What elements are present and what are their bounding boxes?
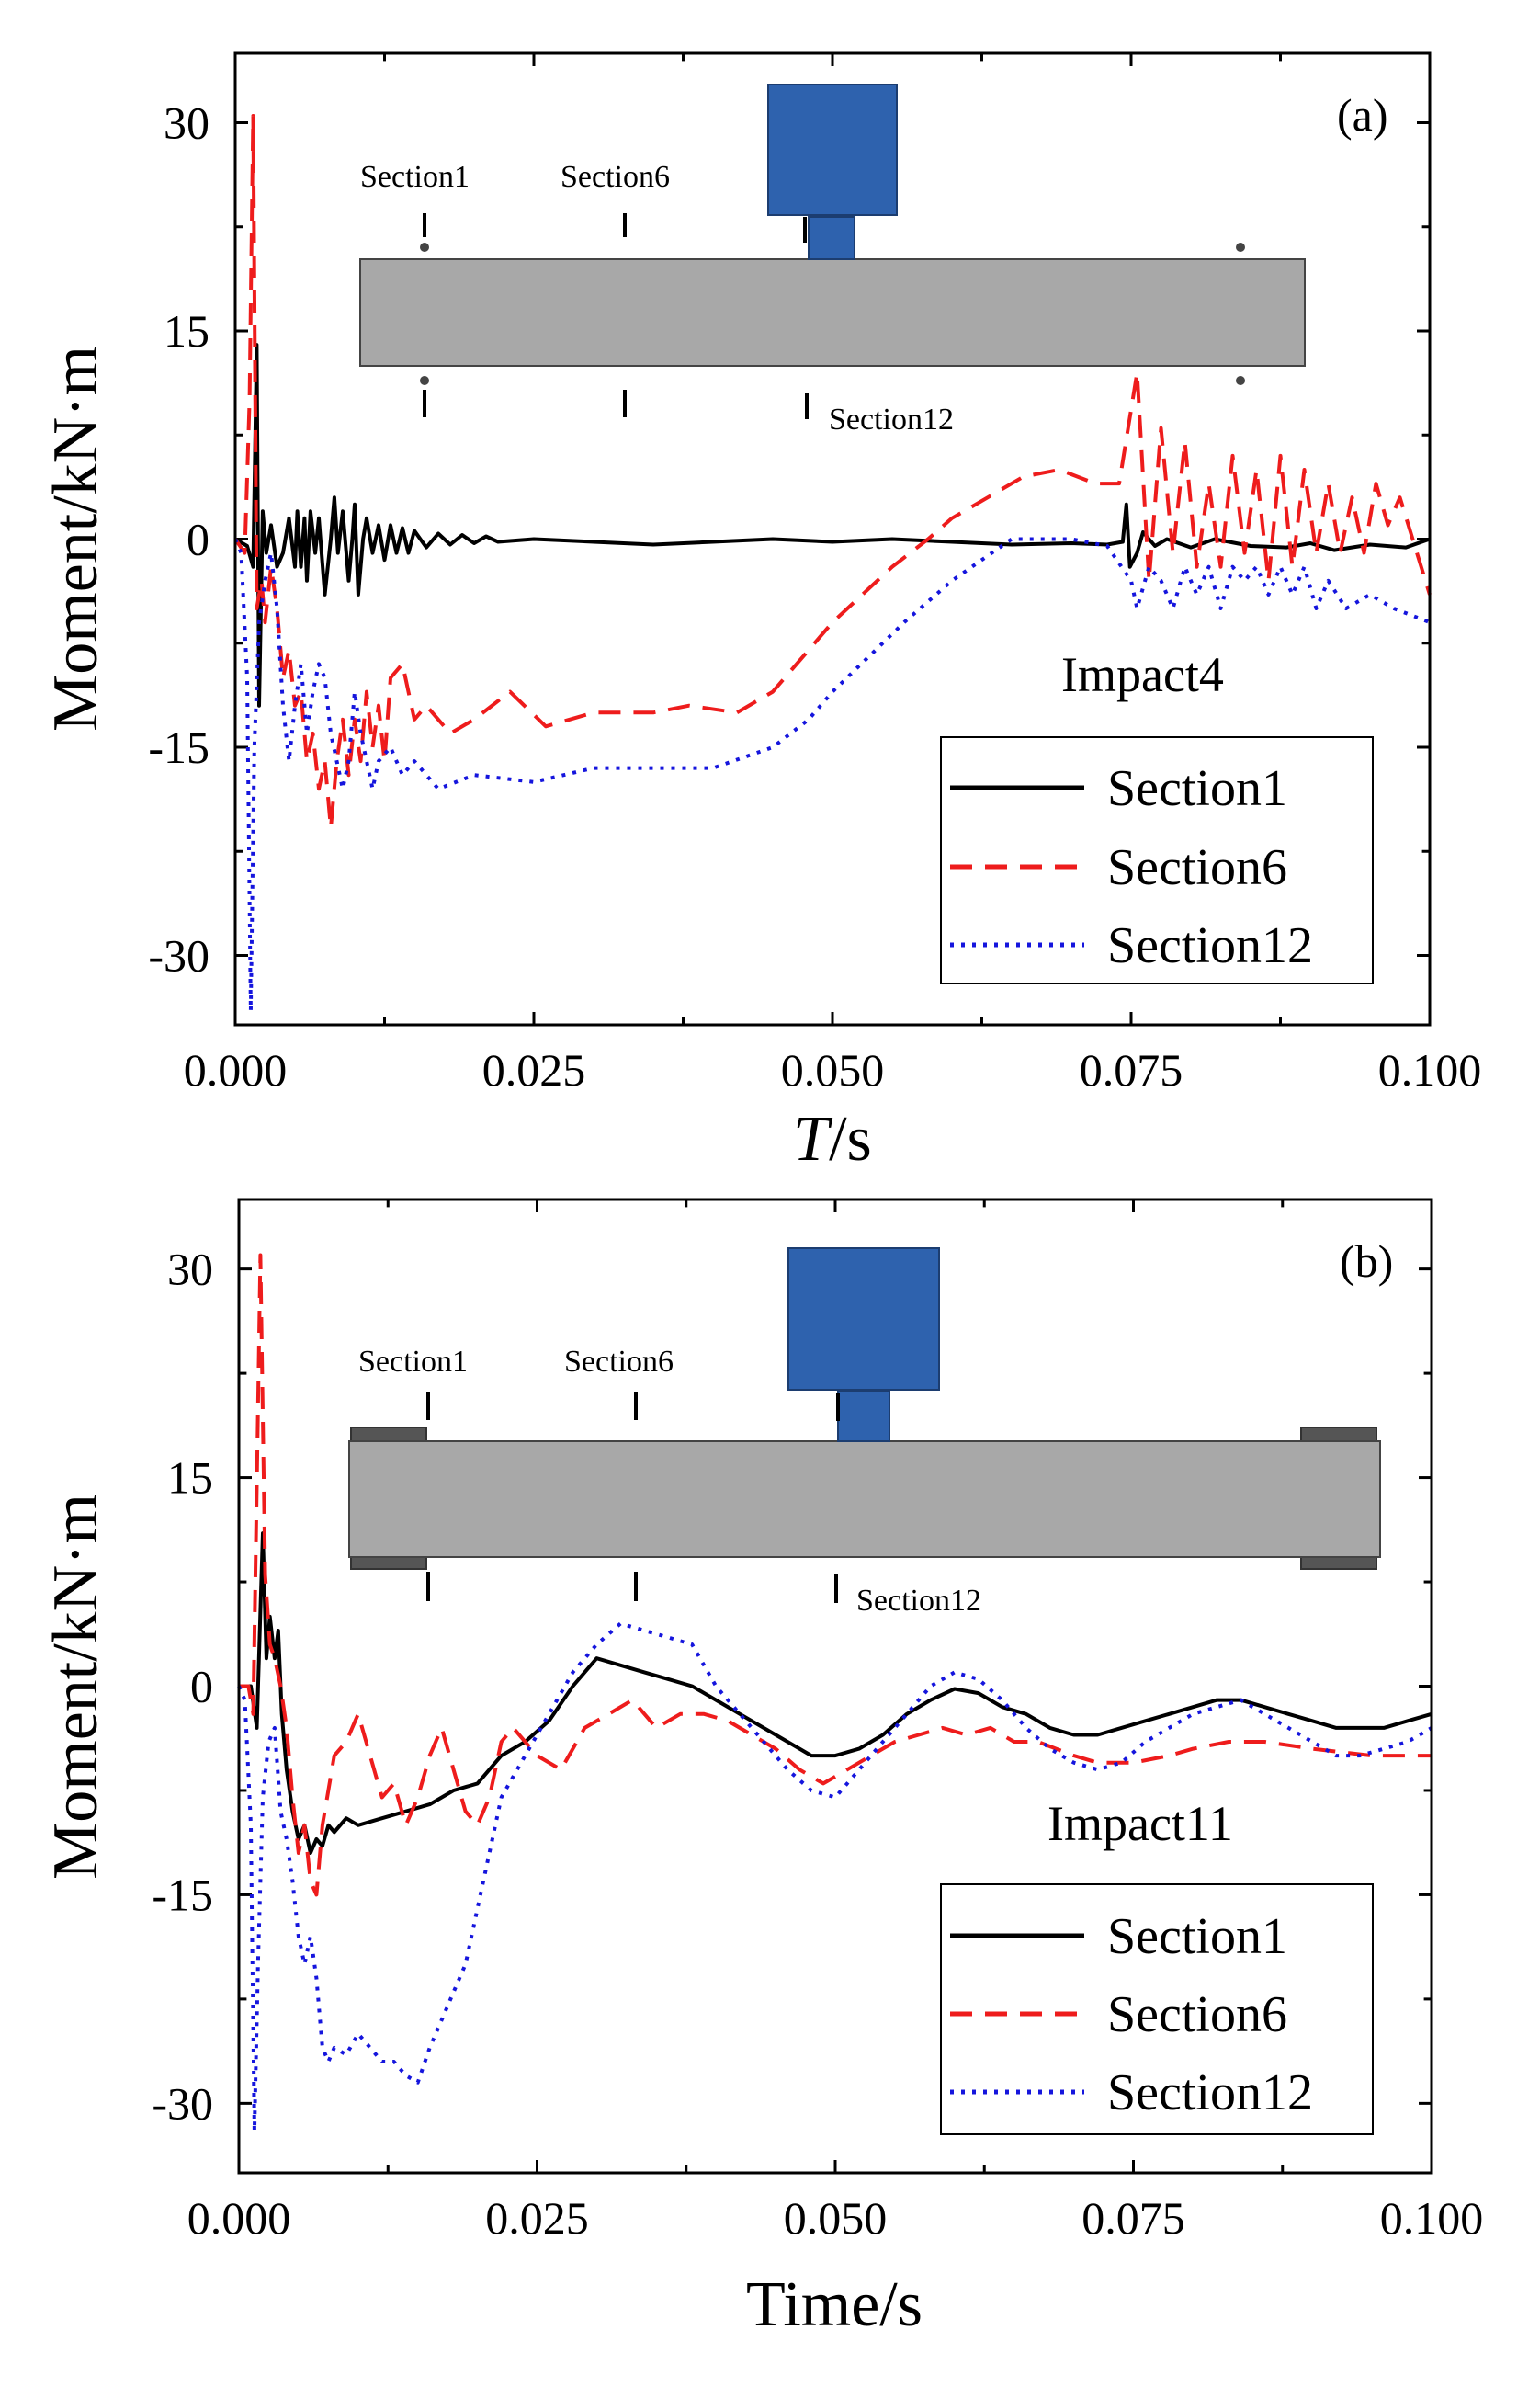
pin-a2 (1236, 243, 1245, 252)
y-axis-title-b: Moment/kN·m (40, 1494, 111, 1880)
annotation-b: Impact11 (1047, 1796, 1233, 1851)
y-tick-label-a: 30 (164, 97, 209, 149)
x-tick-label-a: 0.100 (1378, 1044, 1482, 1096)
impactor-a (767, 84, 898, 216)
series-b (237, 1253, 1433, 2133)
tick-labels-b: 0.000 0.025 0.050 0.075 0.100 30 15 0 -15 -30 (152, 1244, 1483, 2244)
y-tick-label-b: 0 (190, 1661, 213, 1712)
series-line-section6-a (233, 114, 1432, 830)
y-tick-label-a: -15 (148, 722, 209, 773)
x-tick-label-a: 0.050 (781, 1044, 885, 1096)
plot-frame-b (237, 1198, 1433, 2175)
x-axis-title-unit-a: /s (829, 1104, 872, 1175)
pin-a1 (420, 243, 429, 252)
inset-label-section6-b: Section6 (564, 1345, 674, 1379)
series-line-section1-a (234, 343, 1431, 708)
series-line-section12-a (233, 537, 1431, 1013)
legend-box-a (940, 736, 1374, 984)
pin-a4 (1236, 376, 1245, 385)
x-tick-label-b: 0.075 (1081, 2192, 1185, 2244)
x-tick-label-a: 0.025 (482, 1044, 586, 1096)
y-tick-label-b: 30 (167, 1244, 213, 1295)
legend-box-b (940, 1883, 1374, 2135)
beam-inset-b: Section1 Section6 Section12 (348, 1247, 1381, 1618)
x-tick-label-b: 0.000 (187, 2192, 291, 2244)
y-tick-label-a: 0 (187, 514, 209, 565)
x-tick-label-a: 0.000 (184, 1044, 288, 1096)
legend-label-section12-a: Section12 (1107, 917, 1313, 974)
legend-a: Section1 Section6 Section12 (940, 736, 1374, 984)
inset-label-section12-a: Section12 (829, 403, 954, 437)
panel-label-a: (a) (1337, 89, 1388, 141)
y-tick-label-b: 15 (167, 1452, 213, 1504)
legend-b: Section1 Section6 Section12 (940, 1883, 1374, 2135)
series-line-section1-b (239, 1531, 1432, 1855)
x-axis-title-italic-a: T (793, 1104, 833, 1175)
x-tick-label-b: 0.025 (485, 2192, 589, 2244)
y-tick-label-b: -30 (152, 2077, 213, 2129)
beam-b (348, 1440, 1381, 1558)
annotation-a: Impact4 (1061, 647, 1224, 702)
legend-label-section1-a: Section1 (1107, 760, 1287, 817)
impactor-b (787, 1247, 940, 1391)
x-axis-title-a: T/s (793, 1104, 872, 1175)
impactor-head-a (808, 216, 855, 260)
legend-label-section12-b: Section12 (1107, 2064, 1313, 2121)
inset-label-section6-a: Section6 (561, 160, 670, 194)
panel-a: Section1 Section6 Section12 0.000 0.025 0.… (40, 51, 1481, 1175)
tick-labels-a: 0.000 0.025 0.050 0.075 0.100 30 15 0 -15 -30 (148, 97, 1481, 1097)
series-a (233, 114, 1432, 1013)
beam-a (359, 258, 1306, 367)
pin-a3 (420, 376, 429, 385)
y-tick-label-a: 15 (164, 305, 209, 357)
x-tick-label-b: 0.100 (1380, 2192, 1484, 2244)
panel-b: Section1 Section6 Section12 0.000 0.025 0.… (40, 1198, 1483, 2340)
x-tick-label-a: 0.075 (1080, 1044, 1183, 1096)
inset-label-section1-b: Section1 (358, 1345, 468, 1379)
plot-frame-a (233, 51, 1432, 1027)
legend-label-section1-b: Section1 (1107, 1908, 1287, 1965)
legend-label-section6-b: Section6 (1107, 1986, 1287, 2043)
legend-label-section6-a: Section6 (1107, 839, 1287, 896)
y-tick-label-a: -30 (148, 930, 209, 982)
panel-label-b: (b) (1340, 1235, 1393, 1287)
impactor-head-b (837, 1391, 890, 1442)
y-axis-title-a: Moment/kN·m (40, 346, 111, 732)
x-axis-title-b: Time/s (746, 2269, 923, 2340)
x-tick-label-b: 0.050 (784, 2192, 888, 2244)
inset-label-section12-b: Section12 (856, 1584, 981, 1618)
inset-label-section1-a: Section1 (360, 160, 470, 194)
y-tick-label-b: -15 (152, 1869, 213, 1920)
beam-inset-a: Section1 Section6 Section12 (359, 84, 1306, 437)
